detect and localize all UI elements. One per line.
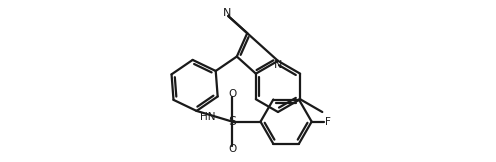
Text: O: O	[228, 89, 237, 99]
Text: O: O	[228, 144, 237, 154]
Text: F: F	[324, 117, 330, 127]
Text: N: N	[274, 60, 283, 70]
Text: HN: HN	[199, 112, 215, 122]
Text: N: N	[223, 8, 231, 18]
Text: S: S	[228, 115, 237, 128]
